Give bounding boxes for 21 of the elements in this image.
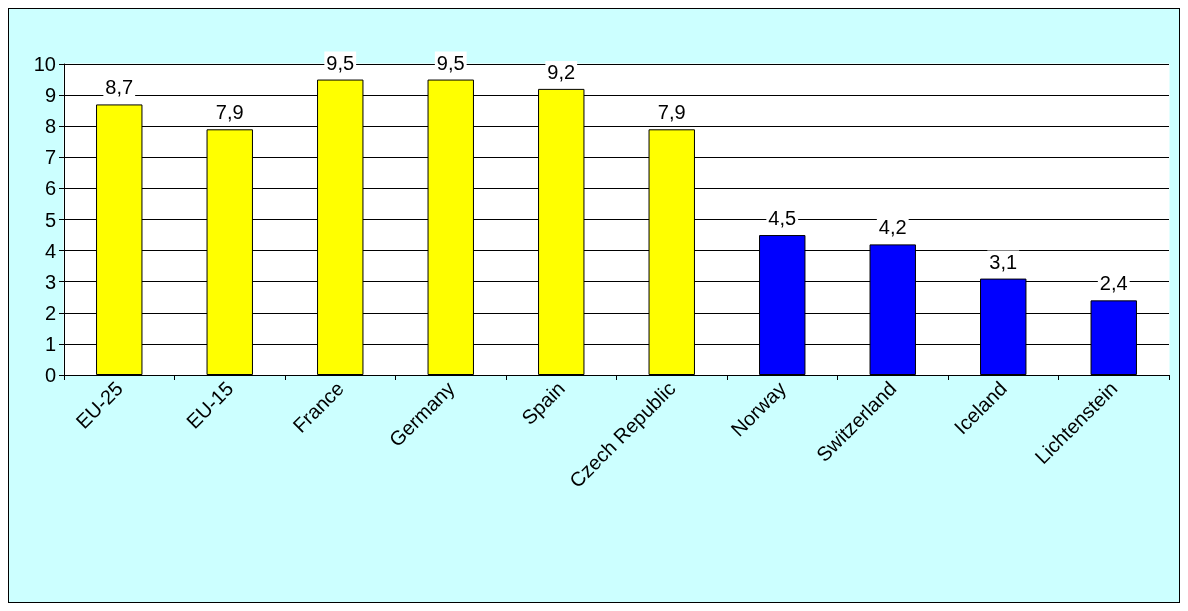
y-tick-label: 2 [44,301,56,324]
y-tick-label: 10 [33,53,56,75]
y-tick-label: 1 [44,332,56,355]
y-tick-label: 6 [44,177,56,200]
data-label: 9,5 [326,51,355,74]
y-tick-label: 9 [44,84,56,107]
y-tick-label: 4 [44,239,56,262]
data-label: 8,7 [105,76,134,99]
data-label: 7,9 [215,101,244,124]
data-label: 3,1 [989,250,1018,273]
data-label: 9,2 [547,60,576,83]
y-tick-label: 3 [44,270,56,293]
y-tick-label: 0 [44,364,56,386]
data-label: 7,9 [657,101,686,124]
data-label: 4,2 [878,216,907,239]
data-label: 9,5 [436,51,465,74]
y-tick-label: 5 [44,208,56,231]
y-tick-label: 7 [44,146,56,169]
y-tick-label: 8 [44,115,56,138]
data-label: 2,4 [1099,272,1128,295]
data-label: 4,5 [768,207,797,230]
